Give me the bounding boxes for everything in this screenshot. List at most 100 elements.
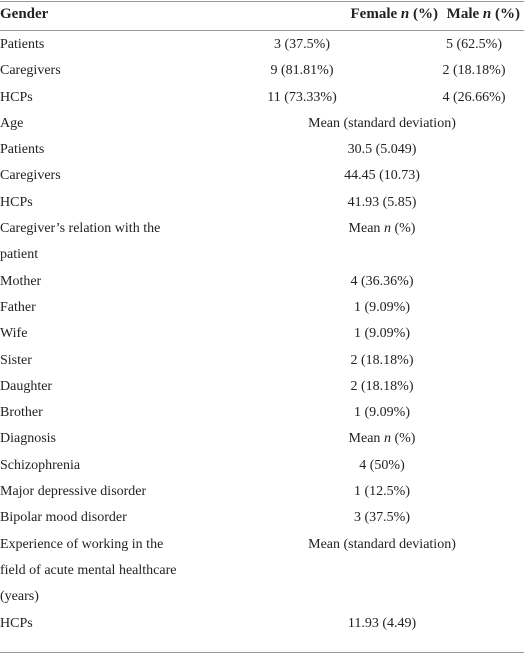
cell-text: Male [446,6,483,22]
row-label: Daughter [0,374,190,400]
cell-text: Mother [0,273,42,289]
table-row: Major depressive disorder 1 (12.5%) [0,479,524,505]
merged-cell: 41.93 (5.85) [190,190,524,216]
row-label: Caregiver’s relation with the patient [0,216,190,269]
italic-text: n [482,6,492,22]
table-row: Brother 1 (9.09%) [0,400,524,426]
cell-text: 9 (81.81%) [270,63,334,79]
cell-text: (%) [390,221,416,237]
cell-text: 1 (9.09%) [354,299,410,315]
cell-text: Patients [0,142,45,158]
merged-cell: Mean n (%) [190,426,524,452]
cell-text: 3 (37.5%) [354,510,410,526]
cell-text: 2 (18.18%) [442,63,506,79]
row-label: Diagnosis [0,426,190,452]
table-row: HCPs 11 (73.33%) 4 (26.66%) [0,85,524,111]
cell-text: HCPs [0,615,33,631]
cell-text: Brother [0,405,43,421]
cell-text: 4 (26.66%) [442,89,506,105]
merged-cell: 1 (9.09%) [190,400,524,426]
table-row: Patients 30.5 (5.049) [0,137,524,163]
female-cell: 9 (81.81%) [190,58,414,84]
cell-text: 4 (36.36%) [350,273,414,289]
cell-text: Wife [0,326,28,342]
merged-cell: Mean n (%) [190,216,524,269]
cell-text: Mean [348,431,384,447]
merged-cell: 2 (18.18%) [190,374,524,400]
cell-text: 5 (62.5%) [446,37,502,52]
table-row: Diagnosis Mean n (%) [0,426,524,452]
table-row: Caregiver’s relation with the patient Mea… [0,216,524,269]
table-row: Age Mean (standard deviation) [0,111,524,137]
table-row: Wife 1 (9.09%) [0,321,524,347]
row-label: Patients [0,137,190,163]
merged-cell: 11.93 (4.49) [190,611,524,637]
table-row: HCPs 41.93 (5.85) [0,190,524,216]
cell-text: 4 (50%) [359,457,405,473]
cell-text: Bipolar mood disorder [0,510,127,526]
table-row: Bipolar mood disorder 3 (37.5%) [0,505,524,531]
cell-text: 2 (18.18%) [350,378,414,394]
row-label: Schizophrenia [0,453,190,479]
row-label: HCPs [0,611,190,637]
header-cell: Female n (%) [351,1,438,27]
row-label: Experience of working in the field of ac… [0,532,190,611]
row-label: Mother [0,269,190,295]
cell-text: 1 (12.5%) [354,484,410,500]
cell-text: HCPs [0,194,33,210]
cell-text: (%) [491,6,520,22]
row-label: Caregivers [0,58,190,84]
row-label: HCPs [0,85,190,111]
cell-text: Sister [0,352,32,368]
merged-cell: Mean (standard deviation) [190,111,524,137]
italic-text: n [383,221,391,237]
cell-text: 30.5 (5.049) [347,142,417,158]
table-row: Daughter 2 (18.18%) [0,374,524,400]
cell-text: 2 (18.18%) [350,352,414,368]
cell-text: Female [350,6,401,22]
row-label: Father [0,295,190,321]
rule [0,30,524,31]
cell-text: 44.45 (10.73) [344,168,420,184]
merged-cell: 4 (36.36%) [190,269,524,295]
cell-text: (%) [390,431,416,447]
cell-text: Experience of working in the field of ac… [0,536,177,605]
cell-text: 11 (73.33%) [267,89,337,105]
table-row: Mother 4 (36.36%) [0,269,524,295]
merged-cell: 3 (37.5%) [190,505,524,531]
female-cell: 11 (73.33%) [190,85,414,111]
merged-cell: 30.5 (5.049) [190,137,524,163]
cell-text: Caregivers [0,168,61,184]
row-label: Age [0,111,190,137]
cell-text: 1 (9.09%) [354,405,410,421]
cell-text: Major depressive disorder [0,484,147,500]
header-cell: Gender [0,1,48,27]
merged-cell: 4 (50%) [190,453,524,479]
merged-cell: 2 (18.18%) [190,348,524,374]
male-cell: 2 (18.18%) [414,58,524,84]
cell-text: Diagnosis [0,431,56,447]
cell-text: Mean (standard deviation) [308,115,456,131]
merged-cell: 44.45 (10.73) [190,163,524,189]
cell-text: Gender [0,6,49,22]
female-cell: 3 (37.5%) [190,32,414,58]
cell-text: Age [0,115,24,131]
cell-text: (%) [409,6,438,22]
table-row: Sister 2 (18.18%) [0,348,524,374]
row-label: Bipolar mood disorder [0,505,190,531]
merged-cell: 1 (9.09%) [190,321,524,347]
cell-text: Daughter [0,378,53,394]
merged-cell: 1 (12.5%) [190,479,524,505]
cell-text: 41.93 (5.85) [347,194,417,210]
row-label: Sister [0,348,190,374]
merged-cell: 1 (9.09%) [190,295,524,321]
row-label: Brother [0,400,190,426]
table-row: Caregivers 9 (81.81%) 2 (18.18%) [0,58,524,84]
cell-text: 11.93 (4.49) [347,615,417,631]
table-row: Father 1 (9.09%) [0,295,524,321]
male-cell: 4 (26.66%) [414,85,524,111]
table-row: Patients 3 (37.5%) 5 (62.5%) [0,32,524,58]
merged-cell: Mean (standard deviation) [190,532,524,611]
header-cell: Male n (%) [447,1,520,27]
cell-text: 1 (9.09%) [354,326,410,342]
